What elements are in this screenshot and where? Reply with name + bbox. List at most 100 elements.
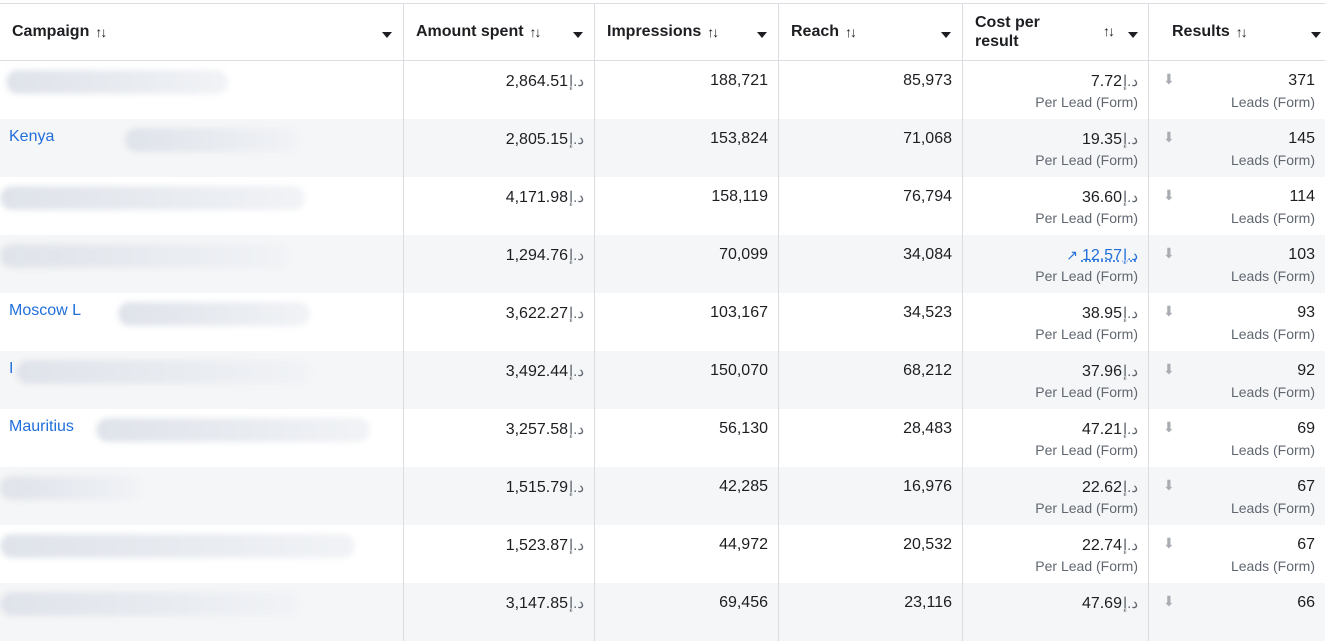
column-header-amount-spent[interactable]: Amount spent ↑↓ (404, 4, 595, 60)
cell-results: ⬇ 69 Leads (Form) (1149, 409, 1325, 467)
campaign-link[interactable]: Moscow L (9, 302, 82, 319)
campaign-link[interactable]: I (9, 360, 14, 377)
download-icon[interactable]: ⬇ (1163, 361, 1175, 377)
header-label: Reach (791, 23, 840, 40)
sort-arrows-icon[interactable]: ↑↓ (1103, 23, 1115, 39)
download-icon[interactable]: ⬇ (1163, 593, 1175, 609)
cell-campaign (0, 177, 404, 235)
cost-number: 37.96 (1081, 363, 1122, 380)
amount-value: 2,864.51د.إ (506, 72, 584, 91)
cell-impressions: 188,721 (595, 61, 779, 119)
cost-value[interactable]: ↗ 12.57د.إ (1066, 246, 1138, 265)
sort-arrows-icon[interactable]: ↑↓ (845, 24, 857, 40)
cell-cost-per-result: 7.72د.إ Per Lead (Form) (963, 61, 1149, 119)
campaign-link[interactable]: Mauritius (9, 418, 74, 435)
cost-value: 47.21د.إ (1082, 420, 1138, 439)
reach-value: 20,532 (903, 536, 952, 553)
download-icon[interactable]: ⬇ (1163, 535, 1175, 551)
amount-number: 4,171.98 (505, 189, 568, 206)
table-header: Campaign ↑↓ Amount spent ↑↓ Impressions … (0, 3, 1325, 61)
cell-reach: 34,523 (779, 293, 963, 351)
caret-down-icon[interactable] (757, 32, 767, 38)
header-label-line2: result (975, 33, 1019, 50)
cell-campaign (0, 235, 404, 293)
cost-subtext: Per Lead (Form) (1035, 384, 1138, 400)
cell-reach: 68,212 (779, 351, 963, 409)
column-header-results[interactable]: Results ↑↓ (1149, 4, 1325, 60)
redacted-text-blur (0, 244, 290, 268)
table-row[interactable]: 1,523.87د.إ 44,972 20,532 22.74د.إ Per L… (0, 525, 1325, 583)
header-label-line1: Cost per (975, 14, 1040, 31)
redacted-text-blur (125, 128, 300, 152)
currency-symbol: د.إ (1122, 479, 1138, 496)
cell-cost-per-result: ↗ 12.57د.إ Per Lead (Form) (963, 235, 1149, 293)
caret-down-icon[interactable] (1128, 32, 1138, 38)
currency-symbol: د.إ (568, 305, 584, 322)
table-row[interactable]: 3,147.85د.إ 69,456 23,116 47.69د.إ ⬇ 66 (0, 583, 1325, 641)
redacted-text-blur (96, 418, 370, 442)
amount-value: 2,805.15د.إ (506, 130, 584, 149)
currency-symbol: د.إ (1122, 131, 1138, 148)
column-header-cost-per-result[interactable]: Cost per result ↑↓ (963, 4, 1149, 60)
cell-reach: 71,068 (779, 119, 963, 177)
download-icon[interactable]: ⬇ (1163, 187, 1175, 203)
caret-down-icon[interactable] (941, 32, 951, 38)
download-icon[interactable]: ⬇ (1163, 71, 1175, 87)
download-icon[interactable]: ⬇ (1163, 303, 1175, 319)
currency-symbol: د.إ (568, 131, 584, 148)
table-row[interactable]: 4,171.98د.إ 158,119 76,794 36.60د.إ Per … (0, 177, 1325, 235)
cell-reach: 85,973 (779, 61, 963, 119)
table-row[interactable]: Mauritius 3,257.58د.إ 56,130 28,483 47.2… (0, 409, 1325, 467)
reach-value: 68,212 (903, 362, 952, 379)
table-row[interactable]: Kenya 2,805.15د.إ 153,824 71,068 19.35د.… (0, 119, 1325, 177)
impressions-value: 188,721 (710, 72, 768, 89)
sort-arrows-icon[interactable]: ↑↓ (1235, 24, 1248, 40)
cell-amount-spent: 1,515.79د.إ (404, 467, 595, 525)
results-value: 69 (1297, 420, 1315, 437)
cost-number: 47.69 (1081, 595, 1122, 612)
amount-value: 1,515.79د.إ (506, 478, 584, 497)
currency-symbol: د.إ (568, 363, 584, 380)
cell-reach: 34,084 (779, 235, 963, 293)
campaign-link[interactable]: Kenya (9, 128, 55, 145)
impressions-value: 150,070 (710, 362, 768, 379)
download-icon[interactable]: ⬇ (1163, 477, 1175, 493)
table-row[interactable]: 1,515.79د.إ 42,285 16,976 22.62د.إ Per L… (0, 467, 1325, 525)
table-row[interactable]: I 3,492.44د.إ 150,070 68,212 37.96د.إ Pe… (0, 351, 1325, 409)
redacted-text-blur (0, 534, 355, 558)
table-row[interactable]: 2,864.51د.إ 188,721 85,973 7.72د.إ Per L… (0, 61, 1325, 119)
table-row[interactable]: 1,294.76د.إ 70,099 34,084 ↗ 12.57د.إ Per … (0, 235, 1325, 293)
currency-symbol: د.إ (568, 421, 584, 438)
column-header-impressions[interactable]: Impressions ↑↓ (595, 4, 779, 60)
download-icon[interactable]: ⬇ (1163, 129, 1175, 145)
cell-cost-per-result: 19.35د.إ Per Lead (Form) (963, 119, 1149, 177)
cell-reach: 16,976 (779, 467, 963, 525)
cell-amount-spent: 3,147.85د.إ (404, 583, 595, 641)
caret-down-icon[interactable] (1311, 32, 1321, 38)
column-header-reach[interactable]: Reach ↑↓ (779, 4, 963, 60)
impressions-value: 44,972 (719, 536, 768, 553)
table-row[interactable]: Moscow L 3,622.27د.إ 103,167 34,523 38.9… (0, 293, 1325, 351)
currency-symbol: د.إ (1122, 595, 1138, 612)
cell-amount-spent: 1,294.76د.إ (404, 235, 595, 293)
caret-down-icon[interactable] (573, 32, 583, 38)
amount-value: 1,294.76د.إ (506, 246, 584, 265)
sort-arrows-icon[interactable]: ↑↓ (707, 24, 719, 40)
caret-down-icon[interactable] (382, 32, 392, 38)
cell-campaign (0, 525, 404, 583)
sort-arrows-icon[interactable]: ↑↓ (529, 24, 542, 40)
download-icon[interactable]: ⬇ (1163, 245, 1175, 261)
cost-subtext: Per Lead (Form) (1035, 326, 1138, 342)
cell-cost-per-result: 22.62د.إ Per Lead (Form) (963, 467, 1149, 525)
amount-number: 1,523.87 (505, 537, 568, 554)
results-value: 93 (1297, 304, 1315, 321)
amount-number: 3,622.27 (505, 305, 568, 322)
cell-campaign (0, 467, 404, 525)
cost-value: 38.95د.إ (1082, 304, 1138, 323)
cost-subtext: Per Lead (Form) (1035, 500, 1138, 516)
redacted-text-blur (6, 70, 228, 94)
sort-arrows-icon[interactable]: ↑↓ (95, 24, 107, 40)
cell-impressions: 158,119 (595, 177, 779, 235)
column-header-campaign[interactable]: Campaign ↑↓ (0, 4, 404, 60)
download-icon[interactable]: ⬇ (1163, 419, 1175, 435)
